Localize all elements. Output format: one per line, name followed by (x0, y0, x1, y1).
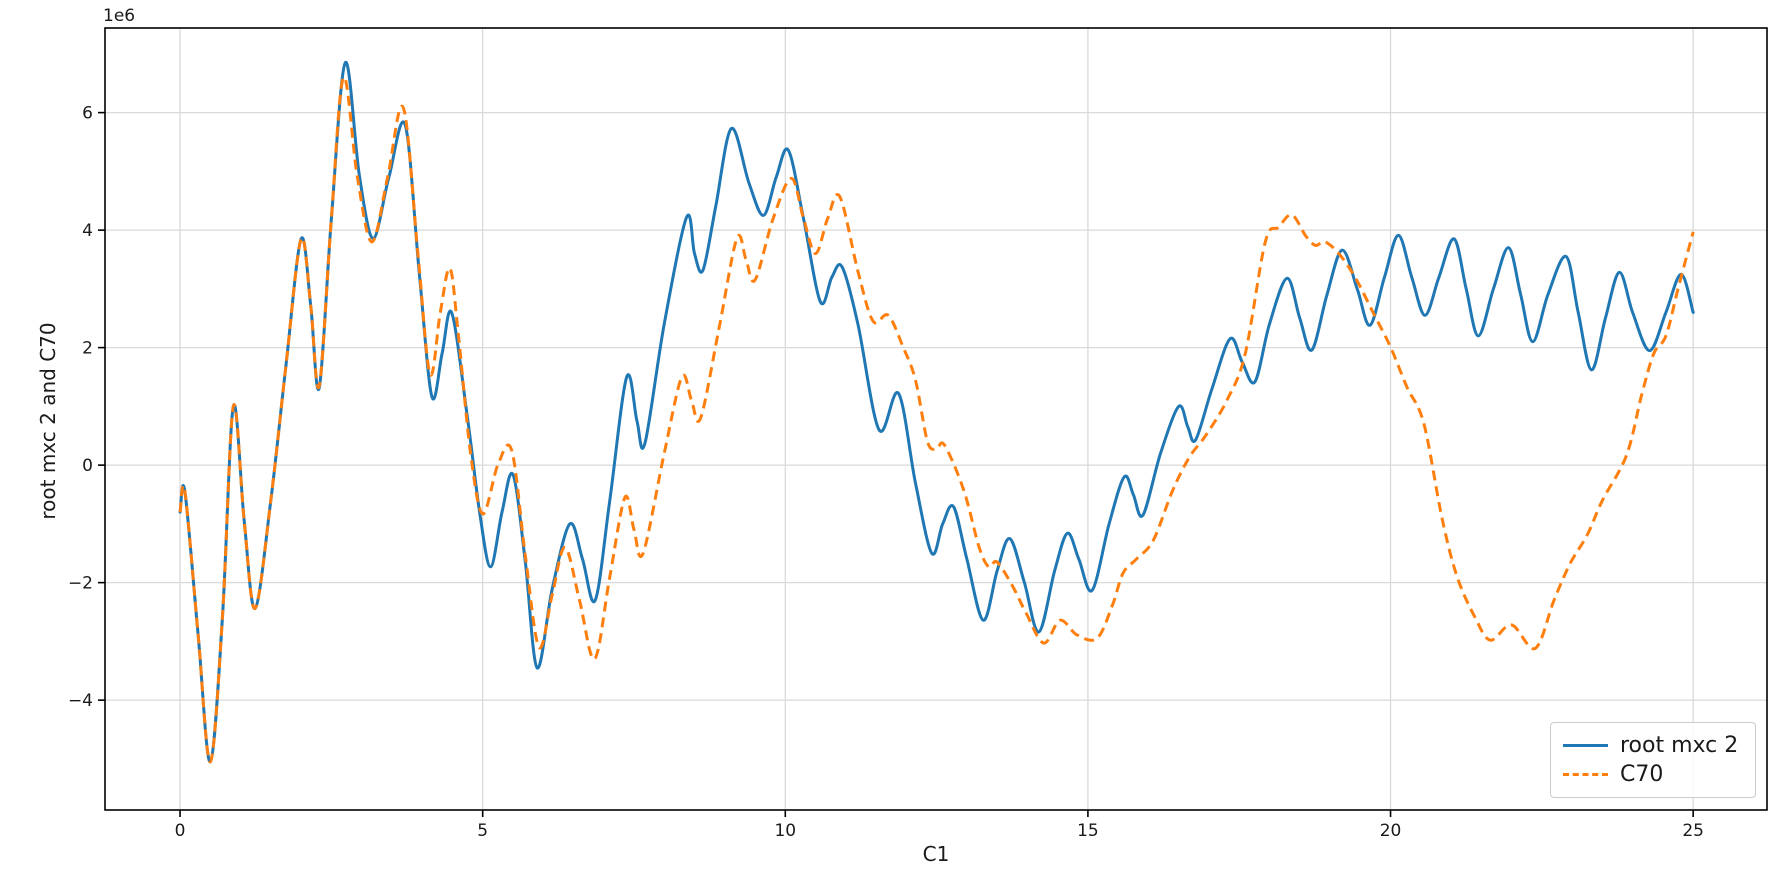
legend-label: C70 (1620, 761, 1664, 787)
legend: root mxc 2 C70 (1550, 722, 1756, 798)
x-tick-label: 15 (1077, 821, 1099, 841)
x-tick-label: 5 (477, 821, 488, 841)
series-line-c70 (178, 75, 1695, 764)
y-tick-label: 0 (82, 456, 93, 476)
x-axis-title: C1 (922, 842, 950, 866)
y-axis-offset-label: 1e6 (103, 6, 136, 26)
x-tick-label: 10 (774, 821, 796, 841)
x-tick-label: 25 (1682, 821, 1704, 841)
y-tick-label: 6 (82, 104, 93, 124)
legend-line-sample-dashed (1563, 773, 1608, 776)
y-tick-label: −4 (68, 691, 93, 711)
y-tick-label: 4 (82, 221, 93, 241)
y-tick-label: 2 (82, 339, 93, 359)
axes-spine (104, 27, 1768, 811)
legend-line-sample-solid (1563, 744, 1608, 747)
x-tick-label: 20 (1380, 821, 1402, 841)
x-tick-label: 0 (175, 821, 186, 841)
series-line-root-mxc-2 (178, 61, 1695, 764)
legend-label: root mxc 2 (1620, 732, 1739, 758)
legend-entry-root-mxc-2: root mxc 2 (1563, 732, 1743, 758)
legend-entry-c70: C70 (1563, 761, 1743, 787)
y-axis-title: root mxc 2 and C70 (36, 322, 60, 520)
y-tick-label: −2 (68, 574, 93, 594)
